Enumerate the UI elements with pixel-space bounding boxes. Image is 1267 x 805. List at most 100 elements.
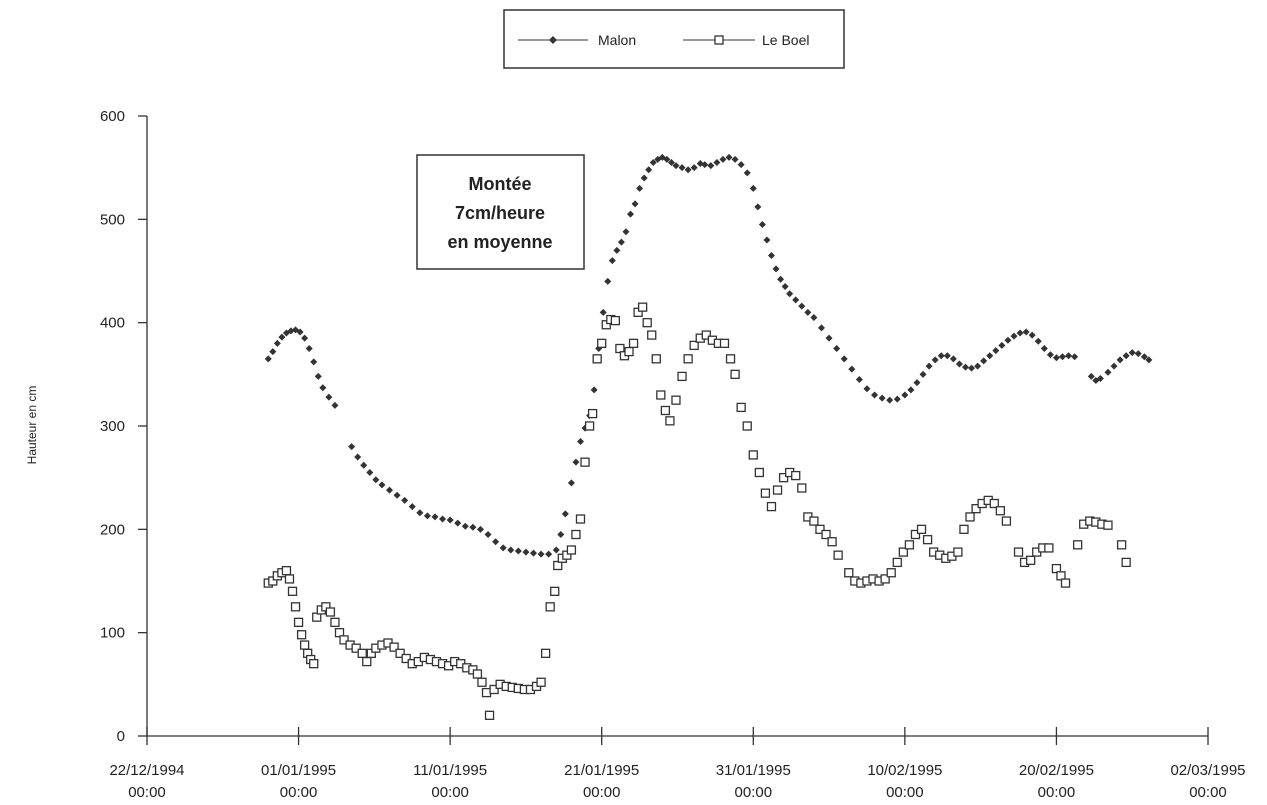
malon-point xyxy=(608,257,616,265)
malon-point xyxy=(1010,332,1018,340)
leboel-point xyxy=(677,371,687,382)
malon-point xyxy=(678,164,686,172)
leboel-point xyxy=(477,677,487,687)
legend-box xyxy=(503,9,845,69)
malon-point xyxy=(627,210,635,218)
series-malon xyxy=(264,153,1153,558)
malon-point xyxy=(840,355,848,363)
malon-point xyxy=(348,443,356,451)
malon-point xyxy=(599,308,607,316)
leboel-point xyxy=(683,354,693,364)
x-tick-label-time: 00:00 xyxy=(1038,784,1076,801)
malon-point xyxy=(743,169,751,177)
malon-point xyxy=(737,161,745,169)
malon-point xyxy=(604,277,612,285)
y-tick-label: 400 xyxy=(100,315,125,332)
leboel-point xyxy=(910,529,921,540)
y-tick-label: 200 xyxy=(100,521,125,538)
malon-point xyxy=(961,363,969,371)
leboel-point xyxy=(566,545,577,555)
leboel-point xyxy=(1060,578,1071,588)
leboel-point xyxy=(880,574,890,584)
x-tick-label-date: 01/01/1995 xyxy=(261,762,336,779)
malon-point xyxy=(696,160,704,168)
malon-point xyxy=(725,153,733,161)
malon-point xyxy=(469,523,477,531)
leboel-point xyxy=(815,524,825,534)
malon-point xyxy=(804,308,812,316)
malon-point xyxy=(817,324,825,332)
series-leboel xyxy=(263,302,1131,720)
leboel-point xyxy=(719,338,730,348)
leboel-point xyxy=(965,512,975,522)
leboel-point xyxy=(571,529,581,540)
leboel-point xyxy=(309,659,319,669)
leboel-point xyxy=(791,470,801,481)
leboel-point xyxy=(665,416,675,426)
malon-point xyxy=(798,302,806,310)
malon-point xyxy=(980,357,988,365)
malon-point xyxy=(484,531,492,538)
malon-point xyxy=(319,384,327,392)
malon-point xyxy=(1122,352,1130,360)
leboel-point xyxy=(330,617,340,627)
leboel-point xyxy=(701,330,711,340)
leboel-point xyxy=(1044,543,1054,553)
leboel-point xyxy=(401,653,411,664)
malon-point xyxy=(640,174,648,182)
malon-point xyxy=(701,161,709,169)
x-tick-label-date: 10/02/1995 xyxy=(867,762,942,779)
malon-point xyxy=(810,314,818,321)
malon-point xyxy=(645,166,653,174)
malon-point xyxy=(423,512,431,520)
malon-point xyxy=(1116,356,1124,364)
leboel-point xyxy=(656,390,666,400)
malon-point xyxy=(767,252,775,259)
y-axis-ticks: 0 100 200 300 400 500 600 xyxy=(100,108,147,745)
leboel-point xyxy=(540,648,551,658)
leboel-point xyxy=(395,648,405,658)
legend: Malon Le Boel xyxy=(503,9,845,69)
leboel-point xyxy=(651,354,661,364)
x-tick-label-date: 21/01/1995 xyxy=(564,762,639,779)
malon-point xyxy=(931,356,939,364)
malon-point xyxy=(431,513,439,521)
annotation-line-2: 7cm/heure xyxy=(455,203,545,223)
malon-point xyxy=(296,328,304,336)
leboel-point xyxy=(1116,540,1127,550)
leboel-point xyxy=(489,684,499,695)
malon-point xyxy=(886,396,894,404)
malon-point xyxy=(537,550,545,558)
malon-point xyxy=(622,228,630,236)
malon-point xyxy=(636,184,644,192)
legend-malon-label: Malon xyxy=(598,32,636,48)
malon-point xyxy=(1058,353,1066,361)
malon-point xyxy=(663,155,671,163)
annotation-line-1: Montée xyxy=(469,174,532,194)
malon-point xyxy=(393,491,401,499)
malon-point xyxy=(763,236,771,244)
malon-point xyxy=(781,283,789,290)
malon-point xyxy=(590,386,598,394)
malon-point xyxy=(1071,353,1079,361)
leboel-point xyxy=(325,607,336,617)
leboel-point xyxy=(362,656,372,667)
malon-point xyxy=(690,164,698,172)
leboel-point xyxy=(898,547,908,557)
leboel-point xyxy=(545,602,555,612)
leboel-point xyxy=(844,568,854,578)
malon-point xyxy=(871,391,879,399)
malon-point xyxy=(1022,328,1030,336)
malon-point xyxy=(754,203,762,211)
y-tick-label: 0 xyxy=(117,728,125,745)
x-tick-label-time: 00:00 xyxy=(886,784,924,801)
malon-point xyxy=(925,362,933,370)
malon-point xyxy=(649,159,657,166)
leboel-point xyxy=(778,473,789,483)
leboel-point xyxy=(484,710,495,720)
x-tick-label-date: 20/02/1995 xyxy=(1019,762,1094,779)
leboel-point xyxy=(959,524,969,534)
malon-point xyxy=(1140,353,1148,361)
malon-point xyxy=(408,503,416,511)
leboel-point xyxy=(1001,516,1012,526)
